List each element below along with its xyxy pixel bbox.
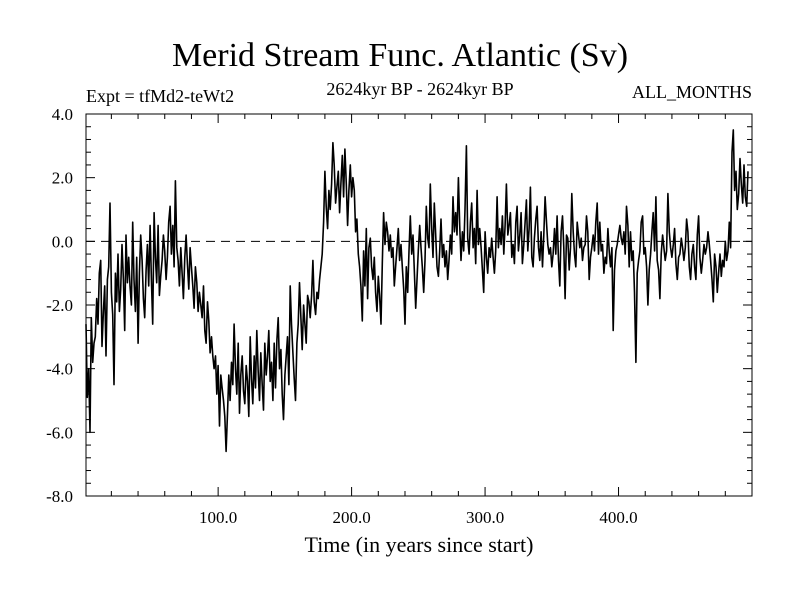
experiment-label: Expt = tfMd2-teWt2	[86, 86, 235, 106]
x-tick-label: 400.0	[599, 508, 637, 527]
axis-ticks	[86, 113, 752, 497]
y-tick-label: -4.0	[46, 360, 73, 379]
plot-frame	[85, 113, 753, 497]
chart-subtitle: 2624kyr BP - 2624kyr BP	[326, 79, 514, 99]
x-tick-label: 200.0	[332, 508, 370, 527]
y-tick-label: 2.0	[52, 169, 73, 188]
x-tick-label: 300.0	[466, 508, 504, 527]
x-axis-label: Time (in years since start)	[305, 532, 534, 557]
y-tick-label: 0.0	[52, 232, 73, 251]
series-line	[85, 129, 749, 453]
y-tick-label: 4.0	[52, 105, 73, 124]
x-tick-label: 100.0	[199, 508, 237, 527]
axis-tick-labels: 100.0 200.0 300.0 400.0 4.0 2.0 0.0 -2.0 -4.0 -6.…	[46, 105, 638, 527]
period-label: ALL_MONTHS	[632, 82, 752, 102]
y-tick-label: -8.0	[46, 487, 73, 506]
chart-title: Merid Stream Func. Atlantic (Sv)	[171, 37, 629, 74]
y-tick-label: -6.0	[46, 423, 73, 442]
y-tick-label: -2.0	[46, 296, 73, 315]
